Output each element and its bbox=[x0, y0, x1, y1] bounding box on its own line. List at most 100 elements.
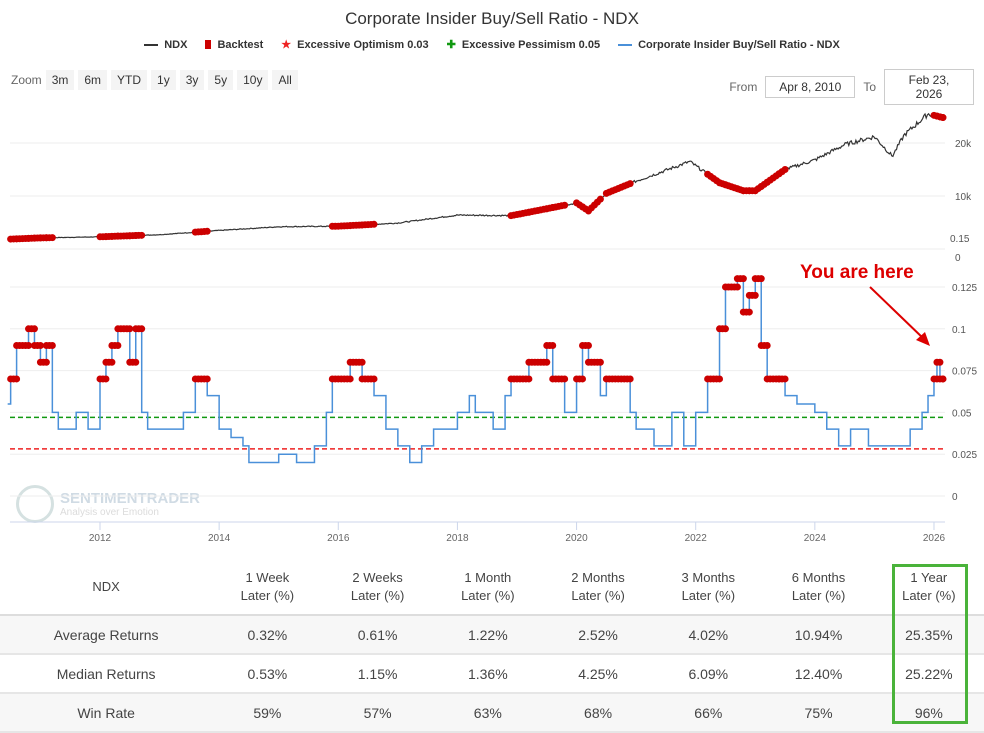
backtest-point-ratio bbox=[25, 342, 33, 350]
backtest-point-ratio bbox=[936, 358, 944, 366]
annotation-you-are-here: You are here bbox=[800, 262, 914, 283]
table-row: Median Returns 0.53% 1.15% 1.36% 4.25% 6.09% 1… bbox=[0, 654, 984, 694]
backtest-point-ratio bbox=[579, 375, 587, 383]
backtest-point-ratio bbox=[525, 375, 533, 383]
backtest-point-ratio bbox=[203, 375, 211, 383]
chart-area: 0 10k 20k 0.15 0 0.025 0.05 0.075 0.1 0.125 2012 20… bbox=[7, 111, 977, 544]
backtest-point-ratio bbox=[584, 342, 592, 350]
zoom-3y-button[interactable]: 3y bbox=[179, 70, 205, 90]
legend-ratio[interactable]: Corporate Insider Buy/Sell Ratio - NDX bbox=[618, 38, 840, 51]
backtest-point-ndx bbox=[781, 166, 789, 173]
x-tick-label: 2014 bbox=[208, 533, 231, 544]
x-tick-label: 2018 bbox=[446, 533, 469, 544]
backtest-point-ratio bbox=[757, 275, 765, 283]
x-tick-label: 2020 bbox=[565, 533, 588, 544]
legend-pessimism[interactable]: ✚ Excessive Pessimism 0.05 bbox=[446, 38, 601, 52]
zoom-5y-button[interactable]: 5y bbox=[208, 70, 234, 90]
y-tick-label: 0.125 bbox=[952, 283, 977, 294]
backtest-point-ratio bbox=[626, 375, 634, 383]
backtest-point-ratio bbox=[138, 325, 146, 333]
backtest-point-ndx bbox=[138, 231, 146, 239]
table-cell: 57% bbox=[322, 693, 433, 733]
column-header: NDX bbox=[0, 560, 213, 616]
column-header: 6 Months Later (%) bbox=[763, 560, 874, 616]
watermark-tagline: Analysis over Emotion bbox=[60, 507, 159, 518]
backtest-point-ndx bbox=[561, 201, 569, 209]
column-header: 1 Week Later (%) bbox=[212, 560, 323, 616]
y-tick-label: 0 bbox=[955, 253, 961, 264]
zoom-all-button[interactable]: All bbox=[272, 70, 298, 90]
table-cell: 68% bbox=[542, 693, 654, 733]
legend-label: Backtest bbox=[217, 38, 264, 51]
backtest-point-ratio bbox=[370, 375, 378, 383]
x-tick-label: 2026 bbox=[923, 533, 946, 544]
table-cell: 1.22% bbox=[432, 615, 543, 655]
backtest-point-ratio bbox=[781, 375, 789, 383]
legend: NDX Backtest ★ Excessive Optimism 0.03 ✚ E… bbox=[0, 38, 984, 51]
legend-label: Excessive Pessimism 0.05 bbox=[461, 38, 601, 51]
from-date-input[interactable]: Apr 8, 2010 bbox=[765, 76, 856, 98]
table-cell: 4.25% bbox=[542, 654, 654, 694]
table-cell: Win Rate bbox=[0, 693, 213, 733]
y-tick-label: 0.025 bbox=[952, 450, 977, 461]
backtest-point-ratio bbox=[596, 358, 604, 366]
table-cell: 75% bbox=[763, 693, 874, 733]
annotation-arrowhead-icon bbox=[916, 332, 930, 346]
y-tick-label: 0.075 bbox=[952, 367, 977, 378]
table-cell: 66% bbox=[653, 693, 764, 733]
y-tick-label: 0 bbox=[952, 492, 958, 503]
zoom-ytd-button[interactable]: YTD bbox=[111, 70, 148, 90]
legend-label: NDX bbox=[164, 38, 188, 51]
table-row: Win Rate 59% 57% 63% 68% 66% 75% 96% bbox=[0, 693, 984, 733]
zoom-1y-button[interactable]: 1y bbox=[151, 70, 176, 90]
column-header: 2 Weeks Later (%) bbox=[322, 560, 433, 616]
backtest-point-ratio bbox=[721, 325, 729, 333]
legend-backtest[interactable]: Backtest bbox=[205, 38, 263, 51]
x-tick-label: 2016 bbox=[327, 533, 350, 544]
backtest-point-ratio bbox=[739, 275, 747, 283]
legend-ndx[interactable]: NDX bbox=[144, 38, 187, 51]
backtest-point-ratio bbox=[358, 358, 366, 366]
zoom-10y-button[interactable]: 10y bbox=[237, 70, 269, 90]
zoom-bar: Zoom 3m 6m YTD 1y 3y 5y 10y All bbox=[11, 70, 298, 90]
y-tick-label: 0.1 bbox=[952, 325, 966, 336]
watermark-name: SENTIMENTRADER bbox=[60, 490, 201, 507]
to-label: To bbox=[863, 80, 876, 94]
backtest-point-ratio bbox=[126, 325, 134, 333]
legend-label: Excessive Optimism 0.03 bbox=[297, 38, 429, 51]
legend-label: Corporate Insider Buy/Sell Ratio - NDX bbox=[638, 38, 840, 51]
highlight-1-year-column bbox=[892, 564, 968, 724]
table-cell: 0.61% bbox=[322, 615, 433, 655]
backtest-point-ratio bbox=[939, 375, 947, 383]
table-cell: 0.32% bbox=[212, 615, 323, 655]
chart-title: Corporate Insider Buy/Sell Ratio - NDX bbox=[345, 9, 639, 28]
zoom-6m-button[interactable]: 6m bbox=[78, 70, 108, 90]
backtest-point-ratio bbox=[114, 342, 122, 350]
backtest-point-ndx bbox=[203, 227, 211, 235]
table-cell: 59% bbox=[212, 693, 323, 733]
y-tick-label: 0.15 bbox=[950, 234, 970, 245]
column-header: 2 Months Later (%) bbox=[542, 560, 654, 616]
table-cell: 4.02% bbox=[653, 615, 764, 655]
annotation-arrow bbox=[869, 286, 926, 341]
date-range: From Apr 8, 2010 To Feb 23, 2026 bbox=[729, 69, 974, 105]
backtest-point-ratio bbox=[733, 283, 741, 291]
table-cell: 1.15% bbox=[322, 654, 433, 694]
table-cell: 1.36% bbox=[432, 654, 543, 694]
backtest-point-ndx bbox=[48, 234, 56, 242]
table-cell: 0.53% bbox=[212, 654, 323, 694]
backtest-point-ratio bbox=[346, 375, 354, 383]
backtest-point-ratio bbox=[751, 291, 759, 299]
table-cell: Median Returns bbox=[0, 654, 213, 694]
y-tick-label: 20k bbox=[955, 139, 972, 150]
zoom-label: Zoom bbox=[11, 73, 42, 87]
legend-optimism[interactable]: ★ Excessive Optimism 0.03 bbox=[281, 38, 429, 52]
zoom-3m-button[interactable]: 3m bbox=[45, 70, 75, 90]
to-date-input[interactable]: Feb 23, 2026 bbox=[884, 69, 974, 105]
column-header: 1 Month Later (%) bbox=[432, 560, 543, 616]
table-header-row: NDX 1 Week Later (%) 2 Weeks Later (%) 1 Mont… bbox=[0, 560, 984, 616]
backtest-point-ratio bbox=[42, 358, 50, 366]
backtest-point-ratio bbox=[13, 375, 21, 383]
backtest-point-ratio bbox=[763, 342, 771, 350]
table-row: Average Returns 0.32% 0.61% 1.22% 2.52% 4.02%… bbox=[0, 615, 984, 655]
